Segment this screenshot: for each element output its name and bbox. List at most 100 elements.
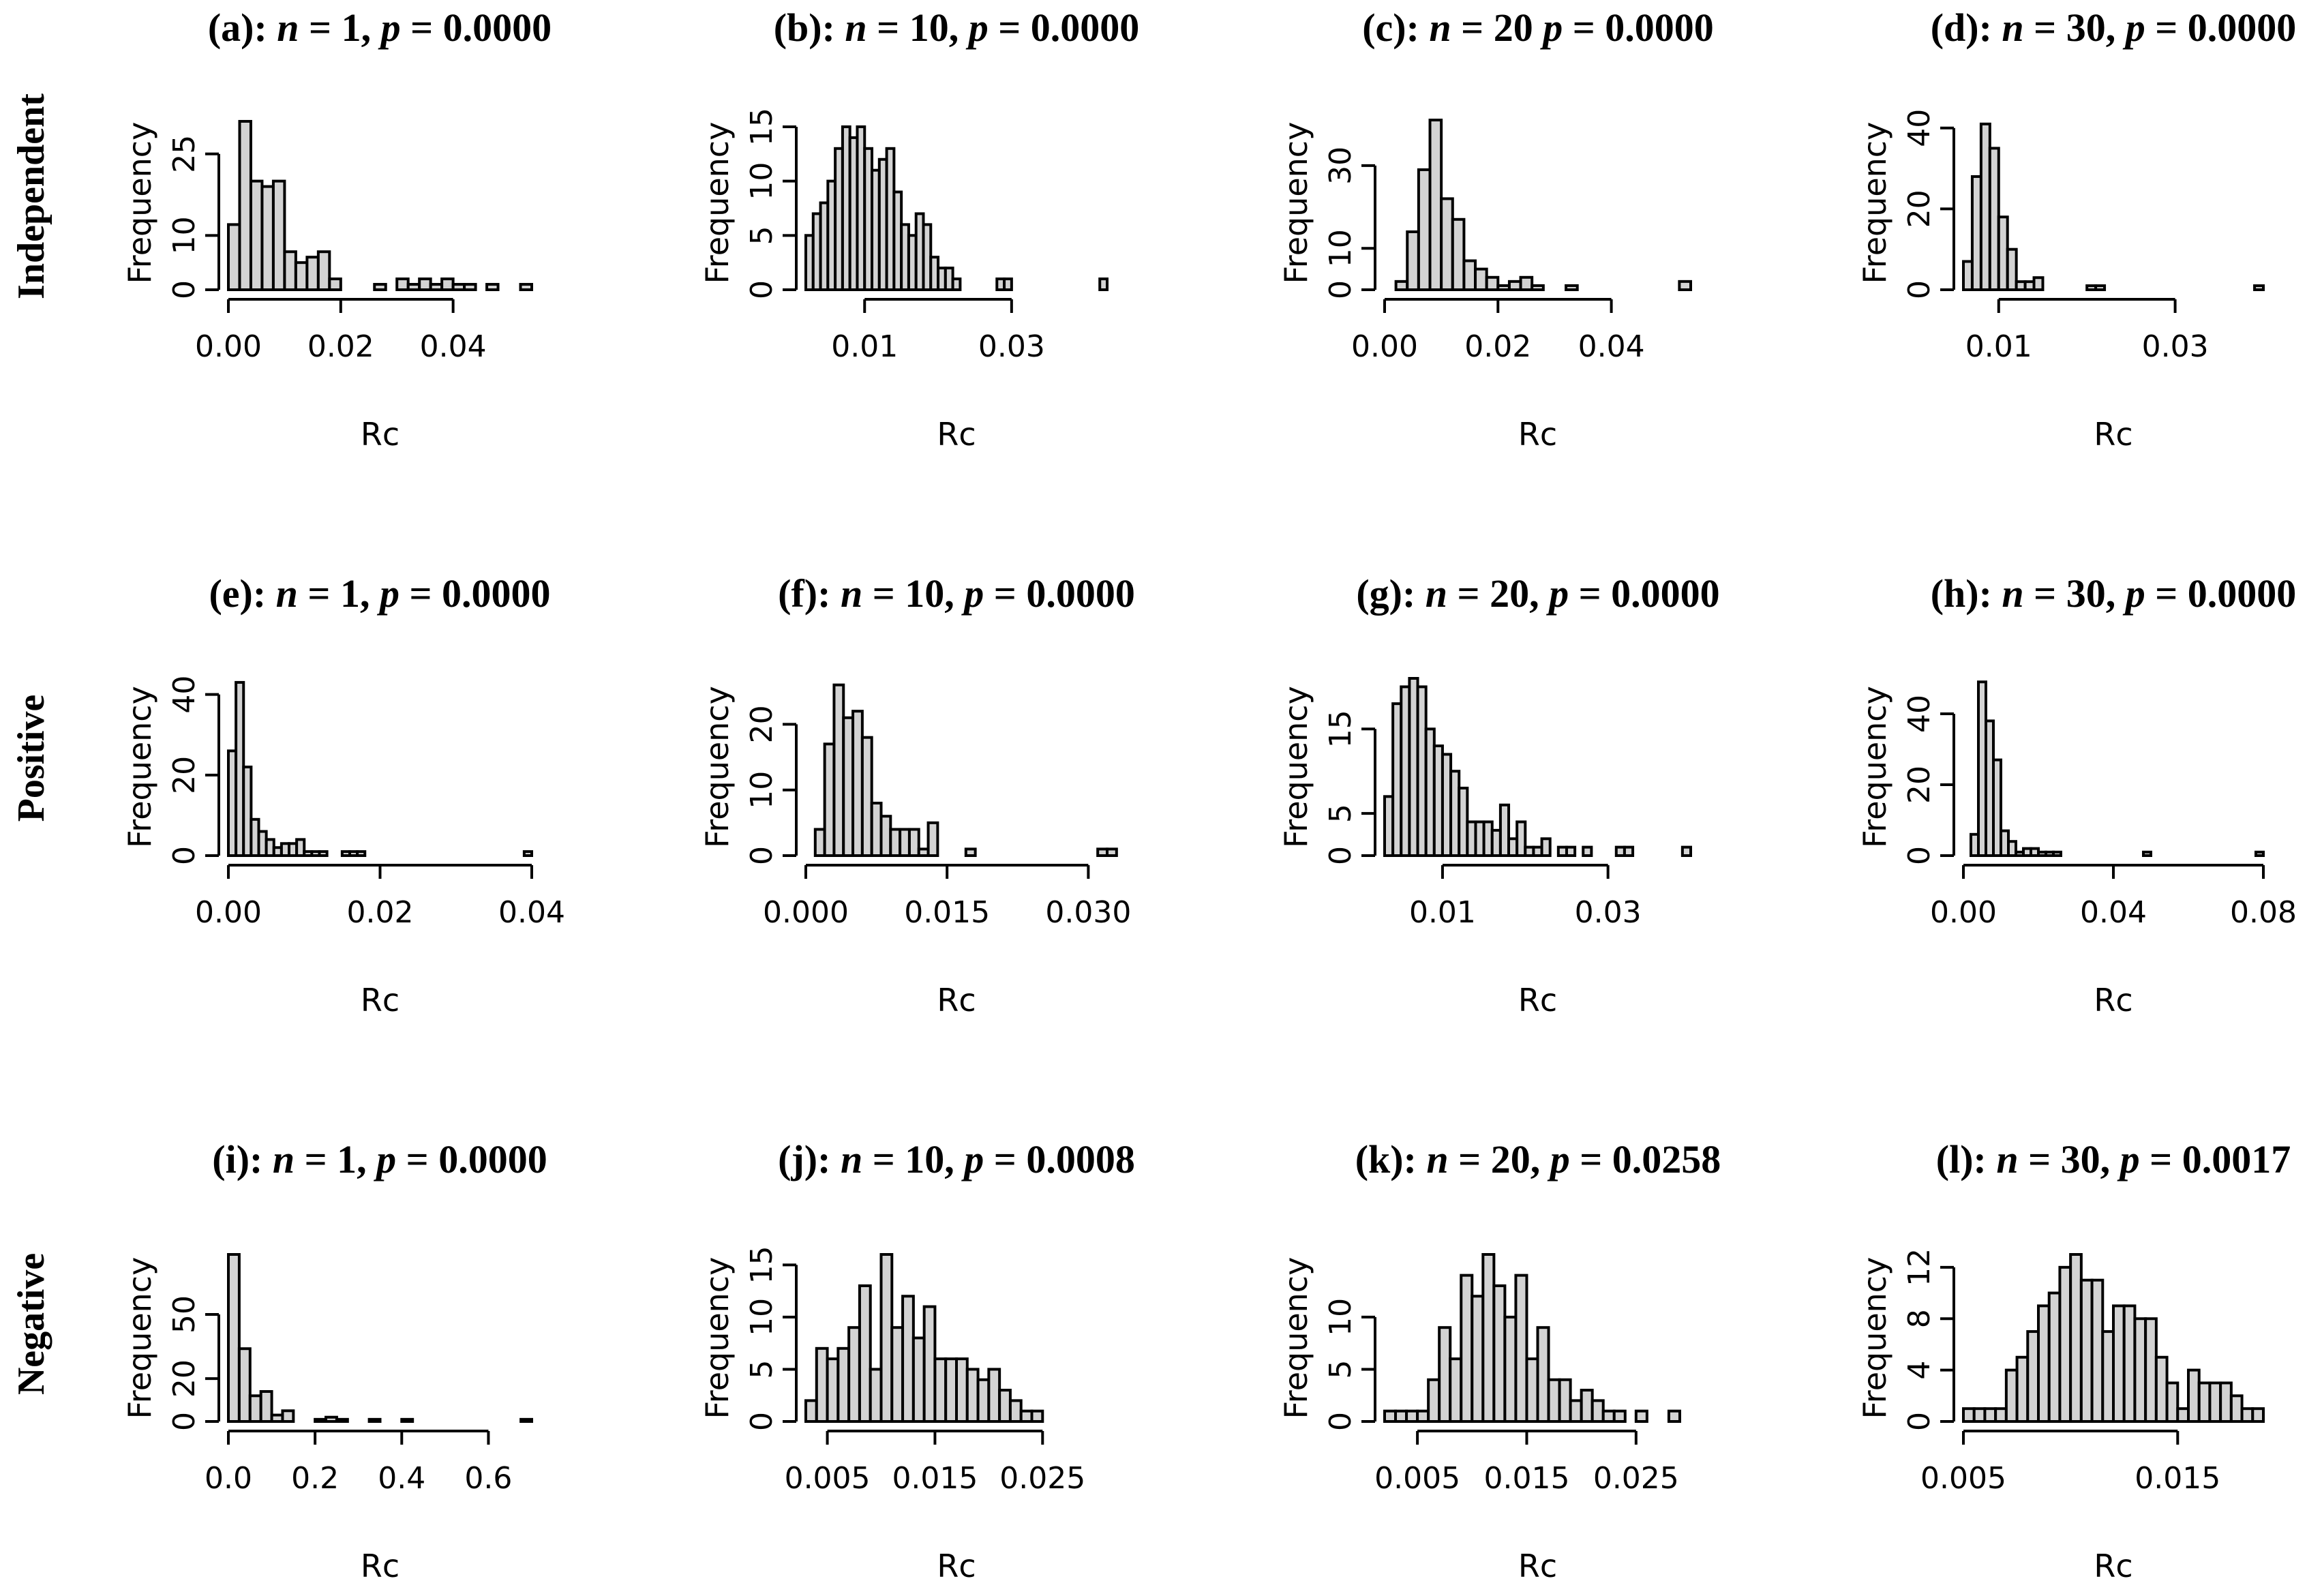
histogram-bar <box>305 256 320 291</box>
histogram-bar <box>2058 1265 2072 1424</box>
histogram-bar <box>1983 1407 1997 1423</box>
y-axis-label: Frequency <box>699 1257 736 1419</box>
bars <box>804 125 1109 291</box>
y-axis-label: Frequency <box>699 686 736 848</box>
histogram-bar <box>842 716 855 858</box>
y-tick-label: 5 <box>744 1359 779 1379</box>
histogram-bar <box>815 1346 829 1423</box>
x-tick-label: 0.01 <box>831 329 898 364</box>
histogram-bar <box>237 1347 252 1423</box>
histogram-bar <box>227 223 241 291</box>
histogram-bar <box>2047 1291 2062 1423</box>
x-tick-label: 0.04 <box>1578 329 1645 364</box>
x-tick-label: 0.015 <box>904 895 990 930</box>
bars <box>813 683 1118 858</box>
histogram-bar <box>2253 284 2265 291</box>
bars <box>227 119 533 291</box>
histogram-bar <box>1008 1399 1023 1423</box>
y-axis-label: Frequency <box>1278 1257 1314 1419</box>
histogram-bar <box>429 283 444 291</box>
histogram-bar <box>2094 284 2107 291</box>
panel-f: (f): n = 10, p = 0.0000 0.000 0.015 0.030 Rc… <box>699 571 1135 1019</box>
histogram-bar <box>406 283 421 291</box>
histogram-bar <box>1096 847 1109 857</box>
histogram-bar <box>1612 1409 1627 1423</box>
histogram-bar <box>1438 1326 1452 1423</box>
histogram-bar <box>1514 1274 1528 1423</box>
histogram-bar <box>485 283 500 291</box>
histogram-bar <box>2251 1407 2265 1423</box>
histogram-bar <box>926 821 939 857</box>
histogram-bar <box>944 1357 958 1423</box>
y-tick-label: 40 <box>167 676 202 714</box>
histogram-bar <box>2176 1407 2190 1423</box>
histogram-bar <box>259 1390 273 1423</box>
histogram-bar <box>1667 1409 1681 1423</box>
y-tick-label: 10 <box>167 216 202 254</box>
histogram-bar <box>367 1417 382 1423</box>
histogram-bar <box>522 850 533 858</box>
histogram-bar <box>249 179 264 291</box>
histogram-bar <box>1590 1399 1605 1423</box>
histogram-bar <box>2112 1304 2126 1424</box>
histogram-bar <box>899 828 911 857</box>
x-tick-label: 0.005 <box>1374 1461 1460 1496</box>
y-axis-label: Frequency <box>1856 122 1893 284</box>
histogram-bar <box>998 1389 1012 1423</box>
x-axis: 0.005 0.015 0.025 Rc <box>785 1430 1085 1584</box>
histogram-bar <box>2154 1355 2169 1424</box>
panel-i: (i): n = 1, p = 0.0000 0.0 0.2 0.4 0.6 Rc 0 20 5… <box>121 1137 547 1584</box>
x-axis: 0.0 0.2 0.4 0.6 Rc <box>205 1430 512 1584</box>
x-axis-label: Rc <box>361 416 399 453</box>
histogram-bar <box>1462 259 1477 291</box>
histogram-bar <box>2165 1381 2180 1424</box>
bars <box>1394 119 1692 292</box>
histogram-bar <box>2197 1381 2212 1424</box>
histogram-bar <box>318 850 329 858</box>
histogram-bar <box>907 828 920 857</box>
histogram-bar <box>400 1417 414 1423</box>
histogram-bar <box>1492 1284 1507 1423</box>
panel-e: (e): n = 1, p = 0.0000 0.00 0.02 0.04 Rc 0 20 4… <box>121 571 565 1019</box>
histogram-bar <box>1106 847 1118 857</box>
histogram-bar <box>964 847 977 857</box>
histogram-bar <box>2037 1304 2051 1424</box>
histogram-bar <box>1972 1407 1987 1423</box>
panel-title: (j): n = 10, p = 0.0008 <box>778 1137 1135 1181</box>
histogram-bar <box>965 1368 980 1423</box>
x-axis: 0.005 0.015 0.025 Rc <box>1374 1430 1679 1584</box>
y-tick-label: 30 <box>1323 147 1358 185</box>
panel-k: (k): n = 20, p = 0.0258 0.005 0.015 0.025 Rc… <box>1278 1137 1721 1584</box>
histogram-bar <box>1474 267 1488 291</box>
histogram-bar <box>1601 1409 1616 1423</box>
histogram-bar <box>295 838 306 858</box>
histogram-bar <box>2006 247 2018 291</box>
y-tick-label: 0 <box>167 1412 202 1431</box>
x-axis-label: Rc <box>2094 1548 2132 1584</box>
histogram-bar <box>879 1253 894 1423</box>
panel-title: (b): n = 10, p = 0.0000 <box>774 5 1140 50</box>
x-tick-label: 0.2 <box>291 1461 339 1496</box>
panel-title: (d): n = 30, p = 0.0000 <box>1931 5 2297 50</box>
histogram-bar <box>1540 837 1552 857</box>
panel-title: (h): n = 30, p = 0.0000 <box>1931 571 2297 616</box>
panel-b: (b): n = 10, p = 0.0000 0.01 0.03 Rc 0 5 10 15F… <box>699 5 1139 453</box>
histogram-bar <box>463 283 477 291</box>
histogram-bar <box>1428 119 1443 291</box>
x-tick-label: 0.04 <box>498 895 565 930</box>
x-tick-label: 0.00 <box>195 895 262 930</box>
y-axis-label: Frequency <box>121 122 158 284</box>
histogram-bar <box>451 283 466 291</box>
histogram-bar <box>1383 1409 1398 1423</box>
y-tick-label: 0 <box>167 280 202 299</box>
histogram-bar <box>1516 820 1527 858</box>
histogram-bar <box>1536 1326 1550 1423</box>
bars <box>1383 1253 1681 1423</box>
histogram-bar <box>1416 1409 1430 1423</box>
